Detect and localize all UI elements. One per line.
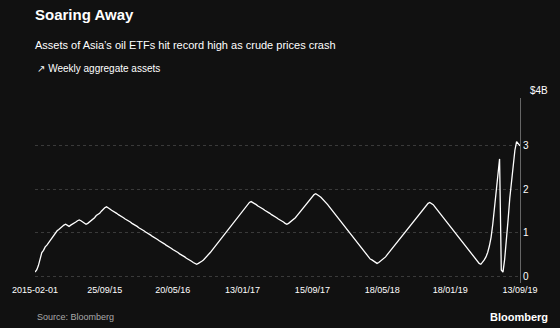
svg-text:↗ Weekly aggregate assets: ↗ Weekly aggregate assets <box>37 63 160 74</box>
svg-text:2015-02-01: 2015-02-01 <box>12 285 58 295</box>
svg-text:Assets of Asia’s oil ETFs hit: Assets of Asia’s oil ETFs hit record hig… <box>35 39 336 51</box>
svg-text:25/09/15: 25/09/15 <box>87 285 122 295</box>
svg-text:18/01/19: 18/01/19 <box>433 285 468 295</box>
svg-text:$4B: $4B <box>530 85 548 96</box>
svg-text:15/09/17: 15/09/17 <box>295 285 330 295</box>
svg-text:3: 3 <box>523 140 529 151</box>
svg-text:1: 1 <box>523 227 529 238</box>
svg-text:13/01/17: 13/01/17 <box>225 285 260 295</box>
svg-text:Soaring Away: Soaring Away <box>35 6 134 23</box>
svg-text:0: 0 <box>523 271 529 282</box>
svg-text:Source: Bloomberg: Source: Bloomberg <box>37 312 114 322</box>
svg-text:13/09/19: 13/09/19 <box>502 285 537 295</box>
svg-text:2: 2 <box>523 184 529 195</box>
svg-text:20/05/16: 20/05/16 <box>155 285 190 295</box>
svg-text:Bloomberg: Bloomberg <box>490 311 548 323</box>
svg-text:18/05/18: 18/05/18 <box>365 285 400 295</box>
